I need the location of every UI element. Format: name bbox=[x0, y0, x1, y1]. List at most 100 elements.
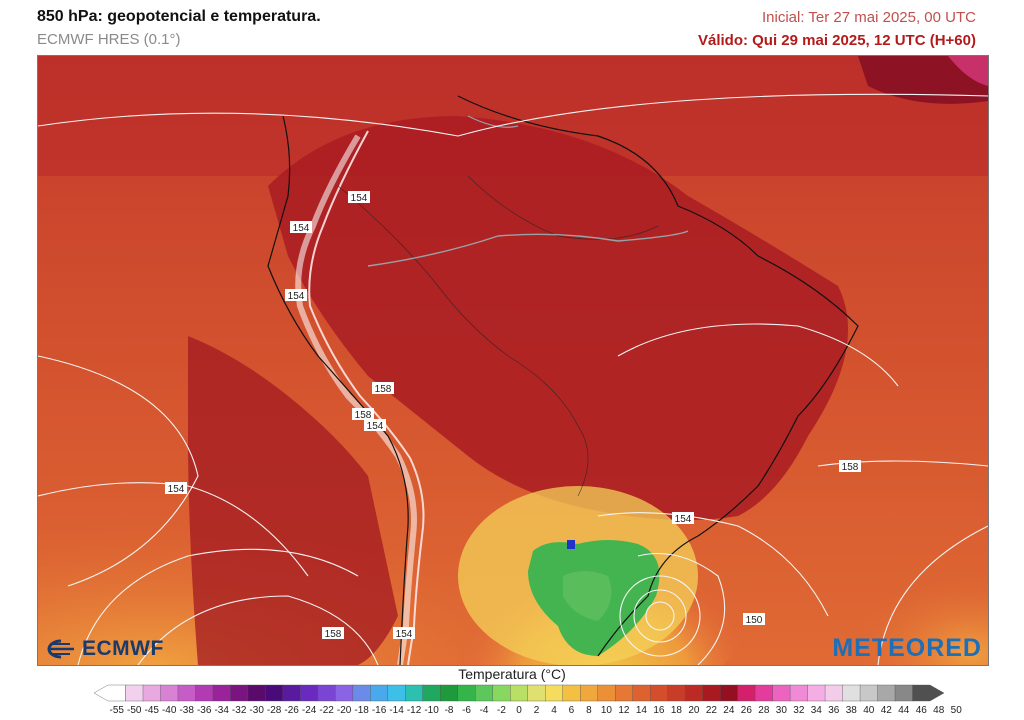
legend-swatch bbox=[754, 684, 774, 702]
legend-tick-label: -26 bbox=[284, 705, 299, 716]
legend-tick-label: 42 bbox=[880, 705, 892, 716]
legend-swatch bbox=[597, 684, 616, 702]
ecmwf-logo-text: ECMWF bbox=[82, 637, 164, 660]
initial-time: Inicial: Ter 27 mai 2025, 00 UTC bbox=[762, 9, 976, 26]
ecmwf-mark-icon bbox=[47, 639, 74, 659]
valid-time: Válido: Qui 29 mai 2025, 12 UTC (H+60) bbox=[697, 32, 976, 49]
contour-label: 154 bbox=[351, 193, 368, 204]
legend-tick-label: -28 bbox=[266, 705, 282, 716]
contour-label: 150 bbox=[746, 615, 763, 626]
legend-swatch bbox=[772, 684, 791, 702]
legend-swatch bbox=[719, 684, 739, 702]
legend-tick-label: 2 bbox=[533, 705, 540, 716]
contour-label: 154 bbox=[367, 421, 384, 432]
legend-swatch bbox=[824, 684, 844, 702]
contour-label: 154 bbox=[396, 629, 413, 640]
legend-swatch bbox=[142, 684, 162, 702]
legend-tick-label: 50 bbox=[950, 705, 962, 716]
legend-tick-label: 36 bbox=[828, 705, 840, 716]
legend-tick-label: 0 bbox=[516, 705, 522, 716]
legend-swatch bbox=[177, 684, 197, 702]
legend-tick-label: 20 bbox=[688, 705, 700, 716]
legend-tick-label: 8 bbox=[586, 705, 592, 716]
legend-tick-label: 12 bbox=[618, 705, 630, 716]
legend-tick-label: 30 bbox=[775, 705, 787, 716]
legend-swatch bbox=[160, 684, 179, 702]
legend-tick-label: -20 bbox=[336, 705, 352, 716]
legend-tick-label: 14 bbox=[635, 705, 647, 716]
legend-swatch bbox=[265, 684, 284, 702]
legend-tick-label: 10 bbox=[600, 705, 612, 716]
legend-tick-label: -24 bbox=[301, 705, 317, 716]
legend-swatch bbox=[527, 684, 546, 702]
legend-swatch bbox=[475, 684, 494, 702]
contour-label: 158 bbox=[375, 384, 392, 395]
legend-swatch bbox=[125, 684, 144, 702]
legend-tick-label: -10 bbox=[424, 705, 439, 716]
weather-map[interactable]: 154 154 154 158 158 154 154 158 154 158 … bbox=[37, 55, 989, 666]
map-canvas: 154 154 154 158 158 154 154 158 154 158 … bbox=[38, 56, 988, 665]
legend-tick-label: -50 bbox=[126, 705, 142, 716]
legend-swatch bbox=[737, 684, 756, 702]
legend-tick-label: 16 bbox=[653, 705, 665, 716]
legend-swatch bbox=[94, 684, 126, 702]
legend-swatch bbox=[580, 684, 599, 702]
legend-swatch bbox=[545, 684, 564, 702]
legend-swatch bbox=[894, 684, 914, 702]
ecmwf-logo: ECMWF bbox=[44, 636, 164, 662]
legend-swatch bbox=[230, 684, 249, 702]
legend-swatch bbox=[912, 684, 944, 702]
contour-label: 154 bbox=[288, 291, 305, 302]
legend-swatch bbox=[702, 684, 721, 702]
legend-tick-label: 46 bbox=[915, 705, 927, 716]
legend-swatch bbox=[247, 684, 267, 702]
legend-swatch bbox=[684, 684, 704, 702]
legend-title: Temperatura (°C) bbox=[458, 666, 566, 682]
legend-swatch bbox=[422, 684, 441, 702]
legend-tick-label: -45 bbox=[144, 705, 159, 716]
legend-tick-label: 22 bbox=[705, 705, 717, 716]
legend-tick-label: 48 bbox=[933, 705, 945, 716]
legend-tick-label: -40 bbox=[161, 705, 177, 716]
legend-swatch bbox=[614, 684, 634, 702]
legend-swatch bbox=[632, 684, 651, 702]
legend-tick-label: 40 bbox=[863, 705, 875, 716]
legend-tick-label: -55 bbox=[109, 705, 124, 716]
legend-tick-label: -2 bbox=[497, 705, 506, 716]
legend-swatch bbox=[877, 684, 896, 702]
legend-tick-label: -16 bbox=[371, 705, 387, 716]
model-subtitle: ECMWF HRES (0.1°) bbox=[37, 31, 181, 48]
legend-tick-label: 32 bbox=[793, 705, 805, 716]
chart-title: 850 hPa: geopotencial e temperatura. bbox=[37, 8, 321, 25]
legend-swatch bbox=[842, 684, 861, 702]
legend-tick-label: -4 bbox=[479, 705, 489, 716]
legend-swatch bbox=[457, 684, 476, 702]
legend-swatch bbox=[300, 684, 319, 702]
legend-swatch bbox=[859, 684, 879, 702]
legend-tick-label: -14 bbox=[389, 705, 404, 716]
legend-tick-label: -30 bbox=[249, 705, 264, 716]
legend-tick-label: 4 bbox=[551, 705, 557, 716]
legend-tick-label: 44 bbox=[898, 705, 910, 716]
legend-swatch bbox=[807, 684, 826, 702]
legend-swatch bbox=[405, 684, 424, 702]
contour-label: 158 bbox=[842, 462, 859, 473]
legend-swatch bbox=[370, 684, 389, 702]
legend-tick-label: -32 bbox=[231, 705, 247, 716]
legend-tick-label: -18 bbox=[354, 705, 369, 716]
legend-tick-label: 6 bbox=[568, 705, 575, 716]
legend-tick-label: -8 bbox=[444, 705, 454, 716]
legend-tick-label: 38 bbox=[845, 705, 857, 716]
meteored-logo: METEORED bbox=[832, 634, 982, 662]
legend-tick-label: 28 bbox=[758, 705, 770, 716]
legend-swatch bbox=[317, 684, 337, 702]
legend-swatch bbox=[667, 684, 686, 702]
legend-tick-label: -22 bbox=[319, 705, 334, 716]
legend-swatch bbox=[282, 684, 302, 702]
contour-label: 158 bbox=[325, 629, 342, 640]
legend-tick-label: 34 bbox=[810, 705, 822, 716]
legend-tick-label: 24 bbox=[723, 705, 735, 716]
legend-tick-label: -36 bbox=[196, 705, 212, 716]
legend-swatch bbox=[212, 684, 232, 702]
legend-swatch bbox=[492, 684, 511, 702]
